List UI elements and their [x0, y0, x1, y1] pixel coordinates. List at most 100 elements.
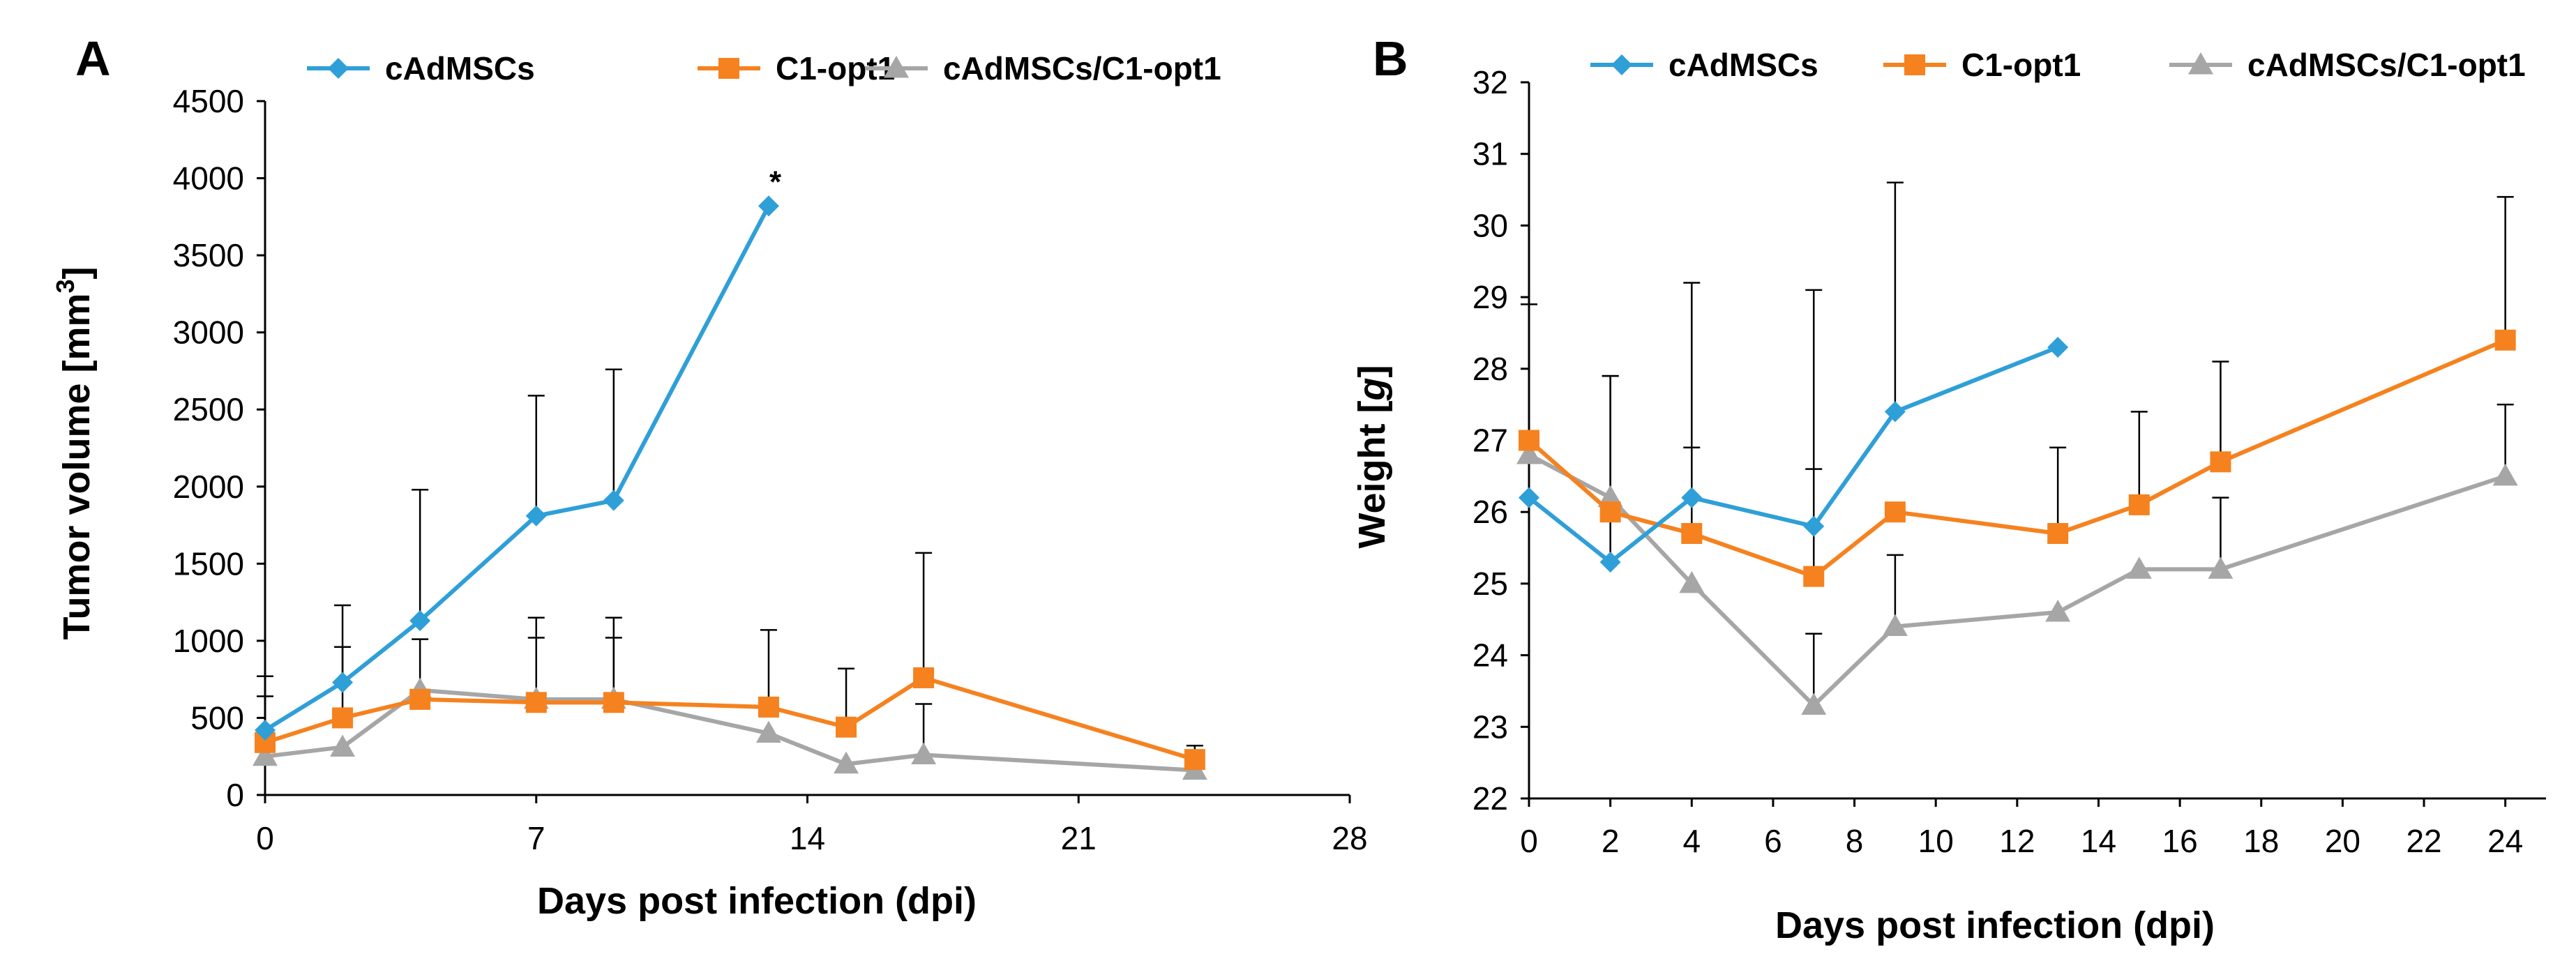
panel-a-x-tick-label: 21	[1061, 820, 1097, 856]
panel-a-legend-cadmscs-c1-opt1-label: cAdMSCs/C1-opt1	[943, 50, 1221, 86]
panel-b-cadmscs-c1-opt1-point	[1516, 442, 1542, 464]
panel-b-cadmscs-point	[1681, 487, 1703, 508]
panel-b-legend-cadmscs-c1-opt1-marker	[2188, 52, 2213, 75]
panel-b-cadmscs-c1-opt1-point	[2208, 556, 2234, 579]
panel-b-y-axis-label: Weight [g]	[1351, 365, 1393, 549]
panel-b-x-tick-label: 8	[1846, 823, 1864, 859]
panel-b-cadmscs-c1-opt1-point	[1801, 692, 1827, 715]
panel-a-cadmscs-c1-opt1-point	[755, 720, 781, 743]
panel-a-x-tick-label: 28	[1332, 820, 1367, 856]
panel-b-cadmscs-c1-opt1-point	[1882, 614, 1908, 637]
panel-b-y-tick-label: 31	[1472, 136, 1508, 172]
panel-b-c1-opt1-line	[1528, 338, 2506, 579]
panel-a-c1-opt1-point	[525, 692, 547, 713]
panel-b-x-tick-label: 0	[1520, 823, 1538, 859]
panel-a-cadmscs-point	[332, 672, 354, 693]
panel-b-y-tick-label: 24	[1472, 637, 1508, 674]
panel-b-legend-cadmscs-c1-opt1-label: cAdMSCs/C1-opt1	[2247, 47, 2526, 83]
panel-a-cadmscs-point	[255, 720, 276, 741]
panel-b-c1-opt1-point	[1519, 430, 1539, 451]
panel-b-y-tick-label: 23	[1472, 708, 1508, 745]
panel-b-y-tick-label: 27	[1472, 423, 1508, 459]
panel-a-cadmscs-c1-opt1-point	[911, 742, 937, 765]
panel-b-legend: cAdMSCs C1-opt1 cAdMSCs/C1-opt1	[1590, 47, 2526, 83]
panel-a-y-tick-label: 4500	[173, 83, 244, 119]
panel-a-c1-opt1-line	[264, 675, 1196, 762]
panel-a-y-tick-label: 3500	[173, 237, 244, 273]
panel-b-x-tick-label: 10	[1918, 823, 1954, 859]
panel-a-c1-opt1-point	[758, 696, 779, 718]
panel-b-x-tick-label: 24	[2487, 823, 2523, 859]
panel-b-x-tick-label: 20	[2325, 823, 2360, 859]
panel-a-c1-opt1-point	[836, 716, 857, 738]
panel-a-y-axis-label: Tumor volume [mm3]	[51, 266, 98, 639]
panel-b-cadmscs-c1-opt1-point	[2045, 599, 2071, 622]
panel-a-y-tick-label: 3000	[173, 315, 244, 351]
panel-a-y-tick-label: 1000	[173, 623, 244, 659]
panel-b-x-axis-label: Days post infection (dpi)	[1775, 904, 2215, 946]
panel-b-y-tick-label: 28	[1472, 351, 1508, 387]
panel-a-letter: A	[75, 31, 111, 86]
panel-a-y-tick-label: 2500	[173, 391, 244, 427]
panel-b-c1-opt1-point	[1803, 566, 1825, 587]
panel-b-y-tick-label: 29	[1472, 279, 1508, 315]
panel-b-c1-opt1-point	[2494, 329, 2516, 351]
panel-b-c1-opt1-point	[1599, 501, 1621, 523]
panel-a-y-tick-label: 4000	[173, 160, 244, 197]
panel-a-cadmscs-point	[409, 610, 431, 632]
panel-a-legend-c1-opt1-marker	[718, 58, 739, 79]
panel-a-y-tick-label: 2000	[173, 469, 244, 505]
panel-b-cadmscs-point	[1599, 552, 1621, 573]
panel-b-cadmscs-line	[1528, 345, 2059, 565]
panel-b-c1-opt1-point	[2128, 494, 2150, 515]
panel-b-cadmscs-point	[1803, 515, 1825, 537]
panel-a-y-tick-label: 500	[190, 699, 244, 736]
panel-b-chart: B cAdMSCs C1-opt1 cAdMSCs/C1-opt1 22232425…	[1351, 31, 2546, 946]
panel-a-legend-cadmscs-marker	[328, 58, 349, 79]
panel-a-x-tick-label: 0	[256, 820, 274, 856]
panel-b-y-tick-label: 30	[1472, 207, 1508, 243]
panel-b-cadmscs-c1-opt1-point	[2492, 463, 2518, 486]
significance-asterisk: *	[769, 165, 782, 199]
panel-b-legend-c1-opt1-marker	[1904, 54, 1925, 75]
panel-a-legend: cAdMSCs C1-opt1 cAdMSCs/C1-opt1	[307, 50, 1221, 86]
panel-b-x-tick-label: 22	[2406, 823, 2441, 859]
panel-a-y-tick-label: 1500	[173, 545, 244, 582]
panel-b-cadmscs-point	[1519, 487, 1539, 508]
panel-a-c1-opt1-point	[1184, 749, 1205, 771]
panel-a-x-tick-label: 7	[527, 820, 545, 856]
panel-b-y-tick-label: 32	[1472, 64, 1508, 100]
panel-b-c1-opt1-point	[1884, 501, 1906, 523]
panel-a-chart: A cAdMSCs C1-opt1 cAdMSCs/C1-opt1 * 0 500 10…	[51, 31, 1368, 922]
panel-a-cadmscs-point	[525, 505, 547, 526]
panel-b-y-tick-label: 22	[1472, 780, 1508, 817]
panel-b-x-tick-label: 14	[2081, 823, 2116, 859]
panel-a-x-tick-label: 14	[790, 820, 825, 856]
panel-a-cadmscs-c1-opt1-point	[330, 734, 356, 757]
panel-b-c1-opt1-point	[2210, 451, 2231, 473]
panel-a-cadmscs-line	[264, 204, 771, 732]
panel-b-x-tick-label: 18	[2243, 823, 2279, 859]
panel-a-c1-opt1-point	[603, 692, 624, 713]
panel-b-series	[1516, 181, 2518, 715]
panel-a-y-tick-label: 0	[226, 777, 244, 813]
panel-a-axes: 0 500 1000 1500 2000 2500 3000 3500 4000 4500 0 7 14…	[173, 83, 1368, 856]
panel-b-cadmscs-c1-opt1-line	[1528, 453, 2506, 708]
panel-a-c1-opt1-point	[409, 688, 431, 710]
panel-a-legend-cadmscs-c1-opt1-marker	[884, 56, 909, 78]
panel-b-x-tick-label: 2	[1602, 823, 1620, 859]
panel-b-x-tick-label: 12	[1999, 823, 2035, 859]
panel-b-x-tick-label: 4	[1682, 823, 1701, 859]
panel-a-cadmscs-c1-opt1-point	[253, 743, 278, 766]
panel-b-x-tick-label: 16	[2162, 823, 2198, 859]
panel-b-legend-cadmscs-marker	[1611, 54, 1632, 75]
panel-a-legend-cadmscs-label: cAdMSCs	[385, 50, 535, 86]
panel-a-c1-opt1-point	[332, 707, 354, 729]
panel-b-cadmscs-c1-opt1-point	[1679, 570, 1705, 593]
panel-b-c1-opt1-point	[1681, 523, 1703, 545]
panel-b-y-tick-label: 26	[1472, 494, 1508, 530]
panel-b-legend-c1-opt1-label: C1-opt1	[1961, 47, 2081, 83]
panel-a-series	[253, 195, 1207, 780]
